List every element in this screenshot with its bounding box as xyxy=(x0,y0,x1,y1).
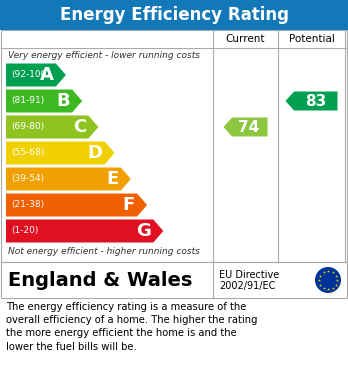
Polygon shape xyxy=(6,142,114,165)
Polygon shape xyxy=(6,115,98,138)
Polygon shape xyxy=(223,118,268,136)
Text: Current: Current xyxy=(226,34,265,44)
Polygon shape xyxy=(6,90,82,113)
Polygon shape xyxy=(6,219,163,242)
Text: (39-54): (39-54) xyxy=(11,174,44,183)
Text: Not energy efficient - higher running costs: Not energy efficient - higher running co… xyxy=(8,246,200,255)
Bar xyxy=(1,30,347,262)
Bar xyxy=(0,0,348,30)
Text: G: G xyxy=(136,222,151,240)
Text: D: D xyxy=(88,144,103,162)
Text: (69-80): (69-80) xyxy=(11,122,44,131)
Text: (92-100): (92-100) xyxy=(11,70,50,79)
Text: Potential: Potential xyxy=(288,34,334,44)
Polygon shape xyxy=(6,63,66,86)
Text: F: F xyxy=(123,196,135,214)
Polygon shape xyxy=(285,91,338,111)
Polygon shape xyxy=(6,194,147,217)
Text: 2002/91/EC: 2002/91/EC xyxy=(219,281,275,291)
Text: B: B xyxy=(56,92,70,110)
Text: 74: 74 xyxy=(238,120,259,135)
Text: (55-68): (55-68) xyxy=(11,149,44,158)
Text: A: A xyxy=(40,66,54,84)
Text: (1-20): (1-20) xyxy=(11,226,38,235)
Bar xyxy=(1,262,347,298)
Polygon shape xyxy=(6,167,131,190)
Text: Energy Efficiency Rating: Energy Efficiency Rating xyxy=(60,6,288,24)
Text: E: E xyxy=(106,170,119,188)
Text: Very energy efficient - lower running costs: Very energy efficient - lower running co… xyxy=(8,50,200,59)
Circle shape xyxy=(315,267,341,293)
Text: C: C xyxy=(73,118,86,136)
Text: (81-91): (81-91) xyxy=(11,97,44,106)
Text: England & Wales: England & Wales xyxy=(8,271,192,289)
Text: The energy efficiency rating is a measure of the
overall efficiency of a home. T: The energy efficiency rating is a measur… xyxy=(6,302,258,352)
Text: EU Directive: EU Directive xyxy=(219,270,279,280)
Text: 83: 83 xyxy=(305,93,326,108)
Text: (21-38): (21-38) xyxy=(11,201,44,210)
